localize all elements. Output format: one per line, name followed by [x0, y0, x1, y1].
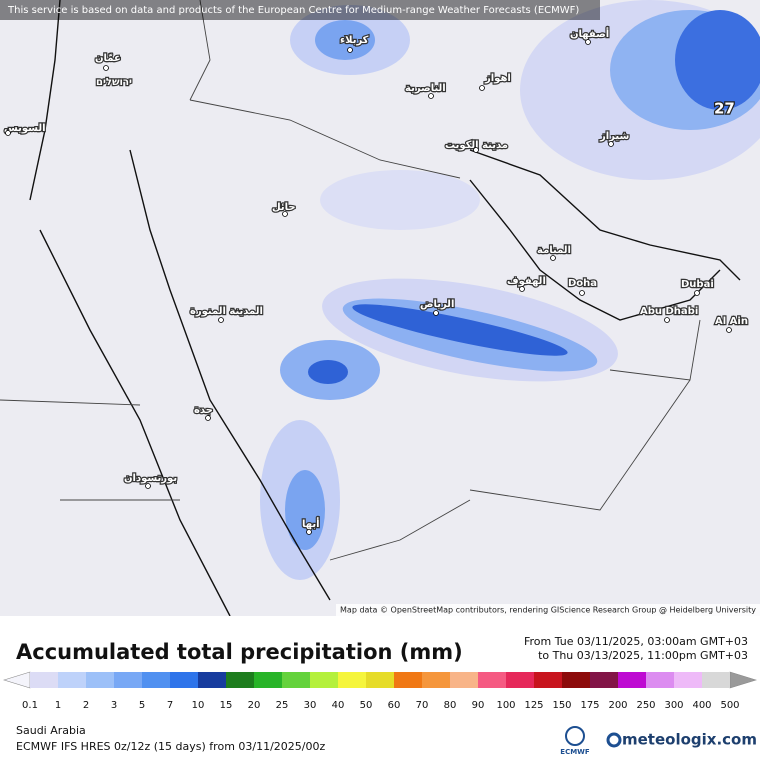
- colorbar-swatch: [142, 672, 170, 688]
- city-label: الناصرية: [405, 83, 446, 94]
- colorbar-swatch: [310, 672, 338, 688]
- colorbar-swatch: [226, 672, 254, 688]
- city-label: أبها: [302, 517, 320, 530]
- coastlines: [29, 0, 741, 617]
- colorbar-label: 30: [304, 700, 317, 711]
- colorbar-label: 20: [248, 700, 261, 711]
- city-label: السويس: [4, 123, 46, 134]
- colorbar-swatch: [86, 672, 114, 688]
- colorbar-label: 3: [111, 700, 117, 711]
- colorbar-label: 175: [580, 700, 599, 711]
- colorbar-label: 250: [636, 700, 655, 711]
- colorbar: 0.1 1 2 3 5 7 10 15 20 25 30 40 50 60 70 80 90 100 125 150 1…: [22, 672, 740, 711]
- colorbar-swatch: [170, 672, 198, 688]
- city-label: الرياض: [420, 299, 454, 310]
- city-label: Doha: [568, 278, 597, 289]
- colorbar-swatch: [114, 672, 142, 688]
- colorbar-swatch: [30, 672, 58, 688]
- city-label: أصفهان: [570, 27, 609, 40]
- city-label: جدة: [194, 405, 213, 416]
- colorbar-swatch: [674, 672, 702, 688]
- city-label: شيراز: [599, 131, 629, 142]
- colorbar-swatch: [618, 672, 646, 688]
- colorbar-label: 150: [552, 700, 571, 711]
- colorbar-label: 100: [496, 700, 515, 711]
- valid-from: From Tue 03/11/2025, 03:00am GMT+03: [524, 635, 748, 648]
- notice-banner: [0, 0, 600, 20]
- borders: [0, 0, 701, 561]
- city-labels: عمّان ירושלים السويس كربلاء الناصرية اهو…: [3, 26, 749, 535]
- colorbar-label: 2: [83, 700, 89, 711]
- region-name: Saudi Arabia: [16, 724, 86, 737]
- valid-to: to Thu 03/13/2025, 11:00pm GMT+03: [538, 649, 748, 662]
- colorbar-swatch: [534, 672, 562, 688]
- colorbar-swatch: [646, 672, 674, 688]
- colorbar-swatch: [702, 672, 730, 688]
- colorbar-swatch: [422, 672, 450, 688]
- colorbar-label: 1: [55, 700, 61, 711]
- meteologix-logo: meteologix.com: [622, 731, 757, 749]
- city-label: الهفوف: [507, 276, 546, 287]
- colorbar-swatch: [366, 672, 394, 688]
- colorbar-label: 70: [416, 700, 429, 711]
- colorbar-swatch: [506, 672, 534, 688]
- city-label: Abu Dhabi: [640, 306, 698, 317]
- city-label: حائل: [272, 202, 296, 213]
- colorbar-swatch: [478, 672, 506, 688]
- city-label: بورتسودان: [124, 473, 177, 484]
- legend-title: Accumulated total precipitation (mm): [16, 640, 463, 664]
- city-label: اهواز: [484, 73, 511, 84]
- colorbar-label: 400: [692, 700, 711, 711]
- max-value-label: 27: [714, 100, 735, 118]
- ecmwf-logo: ECMWF: [560, 726, 590, 756]
- colorbar-label: 200: [608, 700, 627, 711]
- city-label: المدينة المنورة: [190, 306, 263, 317]
- colorbar-swatch: [590, 672, 618, 688]
- city-label: عمّان: [95, 53, 121, 64]
- colorbar-label: 5: [139, 700, 145, 711]
- city-label: Al Ain: [715, 316, 748, 327]
- colorbar-label: 10: [192, 700, 205, 711]
- model-info: ECMWF IFS HRES 0z/12z (15 days) from 03/…: [16, 740, 326, 753]
- colorbar-swatch: [450, 672, 478, 688]
- notice-text: This service is based on data and produc…: [7, 5, 579, 16]
- colorbar-swatch: [562, 672, 590, 688]
- colorbar-label: 7: [167, 700, 173, 711]
- colorbar-swatch: [282, 672, 310, 688]
- colorbar-label: 300: [664, 700, 683, 711]
- colorbar-label: 60: [388, 700, 401, 711]
- meteologix-icon: [606, 732, 622, 748]
- city-label: مدينة الكويت: [445, 140, 508, 151]
- ecmwf-logo-text: ECMWF: [560, 748, 590, 756]
- colorbar-label: 40: [332, 700, 345, 711]
- colorbar-label: 500: [720, 700, 739, 711]
- colorbar-swatch: [58, 672, 86, 688]
- colorbar-label: 25: [276, 700, 289, 711]
- attribution-bg: [336, 604, 760, 616]
- colorbar-swatch: [254, 672, 282, 688]
- city-label: ירושלים: [96, 77, 132, 88]
- colorbar-label: 15: [220, 700, 233, 711]
- colorbar-label: 125: [524, 700, 543, 711]
- colorbar-swatch: [394, 672, 422, 688]
- precipitation-field: [260, 0, 760, 580]
- colorbar-swatch: [198, 672, 226, 688]
- colorbar-label: 80: [444, 700, 457, 711]
- colorbar-label: 0.1: [22, 700, 38, 711]
- city-label: المنامة: [537, 245, 571, 256]
- map-attribution: Map data © OpenStreetMap contributors, r…: [340, 606, 756, 615]
- colorbar-label: 50: [360, 700, 373, 711]
- colorbar-swatch: [338, 672, 366, 688]
- colorbar-label: 90: [472, 700, 485, 711]
- city-label: كربلاء: [340, 35, 369, 46]
- city-label: Dubai: [681, 279, 714, 290]
